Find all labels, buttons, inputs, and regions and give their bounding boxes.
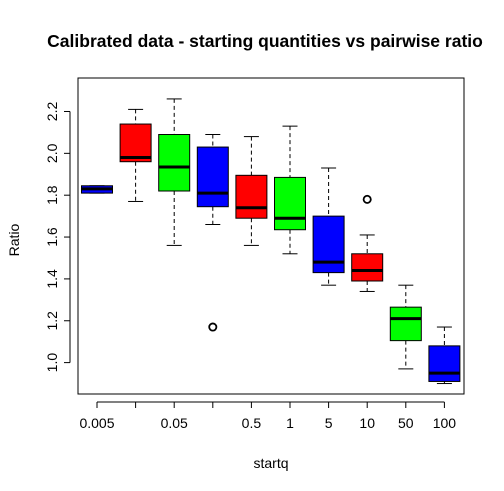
- box-body: [158, 134, 191, 192]
- x-tick-label: 1: [286, 415, 294, 431]
- box-6: [274, 125, 306, 255]
- y-tick-label: 1.0: [44, 353, 60, 373]
- y-axis: 1.0 1.2 1.4 1.6 1.8 2.0 2.2: [44, 102, 71, 373]
- outlier-point: [208, 322, 218, 332]
- x-tick-label: 100: [433, 415, 457, 431]
- x-axis: 0.005 0.05 0.5 1 5 10 50 100: [79, 401, 457, 431]
- outlier-point: [362, 194, 372, 204]
- y-tick-label: 2.2: [44, 102, 60, 122]
- box-5: [235, 136, 268, 246]
- y-tick-label: 2.0: [44, 143, 60, 163]
- x-tick-label: 10: [359, 415, 375, 431]
- y-tick-label: 1.6: [44, 227, 60, 247]
- boxes: [81, 98, 461, 385]
- box-1: [81, 185, 113, 194]
- x-tick-label: 0.5: [242, 415, 262, 431]
- box-body: [235, 174, 268, 219]
- box-2: [119, 108, 152, 202]
- box-body: [389, 306, 422, 342]
- box-body: [428, 345, 461, 382]
- box-9: [389, 284, 422, 370]
- box-8: [351, 194, 384, 292]
- x-tick-label: 50: [398, 415, 414, 431]
- y-tick-label: 1.4: [44, 269, 60, 289]
- y-tick-label: 1.2: [44, 311, 60, 331]
- box-10: [428, 326, 461, 385]
- box-body: [196, 146, 229, 208]
- y-tick-label: 1.8: [44, 185, 60, 205]
- chart-title: Calibrated data - starting quantities vs…: [47, 31, 483, 51]
- box-body: [351, 253, 384, 282]
- box-body: [274, 176, 306, 231]
- plot-frame: [77, 77, 465, 395]
- box-7: [312, 167, 345, 286]
- x-tick-label: 5: [325, 415, 333, 431]
- box-4: [196, 134, 229, 332]
- box-3: [158, 98, 191, 246]
- box-body: [119, 123, 152, 163]
- box-body: [312, 215, 345, 274]
- x-tick-label: 0.005: [79, 415, 114, 431]
- x-tick-label: 0.05: [161, 415, 188, 431]
- x-axis-label: startq: [253, 455, 289, 471]
